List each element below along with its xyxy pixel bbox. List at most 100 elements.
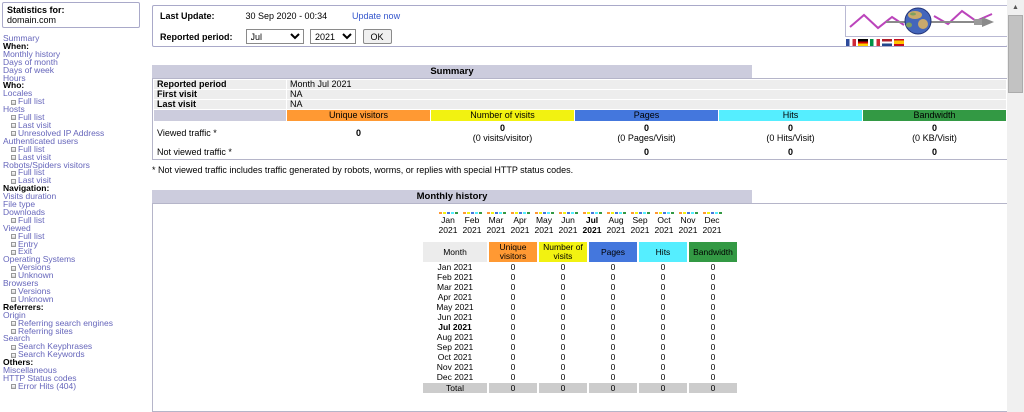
sidebar-item-file-type[interactable]: File type <box>3 200 150 209</box>
domain-name: domain.com <box>7 15 57 25</box>
value-cell: 0 <box>610 263 616 272</box>
value-cell: 0 <box>560 273 566 282</box>
sidebar-item-downloads[interactable]: Downloads <box>3 208 150 217</box>
sidebar-item-label: Days of month <box>3 56 58 67</box>
value-cell: 0 <box>610 363 616 372</box>
list-icon <box>11 131 16 137</box>
sidebar-item-search[interactable]: Search <box>3 334 150 343</box>
sidebar-item-unresolved-ip-address[interactable]: Unresolved IP Address <box>3 129 150 138</box>
year-select[interactable]: 2021 <box>310 29 357 44</box>
sidebar-item-label: Full list <box>18 167 45 178</box>
value-cell: 0 <box>610 303 616 312</box>
flag-france-icon[interactable] <box>846 39 856 46</box>
bar-hits-icon <box>666 212 670 214</box>
sidebar-item-search-keywords[interactable]: Search Keywords <box>3 350 150 359</box>
sidebar-item-referring-search-engines[interactable]: Referring search engines <box>3 318 150 328</box>
monthly-history-chart: Jan 2021 Feb 2021 Mar 2021 Apr 2021 May 2021 Jun 20… <box>153 204 1007 235</box>
sidebar-item-robots-spiders-visitors[interactable]: Robots/Spiders visitors <box>3 160 150 170</box>
bar-unique-visitors-icon <box>534 212 538 214</box>
flag-germany-icon[interactable] <box>858 39 868 46</box>
year-label: 2021 <box>630 224 650 235</box>
total-value-cell: 0 <box>689 383 737 393</box>
sidebar-item-summary[interactable]: Summary <box>3 34 150 43</box>
monthly-data-row: Aug 2021 0 0 0 0 0 <box>423 333 737 342</box>
value-cell: 0 <box>610 323 616 332</box>
sidebar-item-locales[interactable]: Locales <box>3 88 150 99</box>
update-now-link[interactable]: Update now <box>352 11 401 21</box>
bar-bandwidth-icon <box>574 212 578 214</box>
sidebar-item-full-list[interactable]: Full list <box>3 113 150 122</box>
sidebar-item-label: Miscellaneous <box>3 365 57 376</box>
chart-month-dec-2021: Dec 2021 <box>700 212 724 235</box>
sidebar-item-label: Locales <box>3 88 33 99</box>
monthly-col-header-unique-visitors: Unique visitors <box>489 242 537 262</box>
bar-unique-visitors-icon <box>438 212 442 214</box>
flag-netherlands-icon[interactable] <box>882 39 892 46</box>
sidebar-item-operating-systems[interactable]: Operating Systems <box>3 255 150 264</box>
sidebar-item-entry[interactable]: Entry <box>3 239 150 249</box>
sidebar-item-full-list[interactable]: Full list <box>3 216 150 225</box>
notviewed-value-cell: 0 <box>787 146 793 157</box>
bar-hits-icon <box>546 212 550 214</box>
sidebar-item-hours[interactable]: Hours <box>3 73 150 83</box>
value-cell: 0 <box>560 303 566 312</box>
month-cell: May 2021 <box>436 303 474 312</box>
scrollbar-thumb[interactable] <box>1008 15 1023 93</box>
sidebar-item-full-list[interactable]: Full list <box>3 97 150 106</box>
sidebar-item-last-visit[interactable]: Last visit <box>3 176 150 185</box>
last-update-label: Last Update: <box>160 11 215 21</box>
sidebar-item-browsers[interactable]: Browsers <box>3 279 150 288</box>
bar-hits-icon <box>690 212 694 214</box>
metric-header-pages: Pages <box>575 110 718 121</box>
flag-italy-icon[interactable] <box>870 39 880 46</box>
value-cell: 0 <box>660 333 666 342</box>
chart-month-aug-2021: Aug 2021 <box>604 212 628 235</box>
monthly-data-row: Mar 2021 0 0 0 0 0 <box>423 283 737 292</box>
month-select[interactable]: Jul <box>245 29 304 44</box>
sidebar-item-versions[interactable]: Versions <box>3 287 150 296</box>
sidebar-item-error-hits-404[interactable]: Error Hits (404) <box>3 382 150 391</box>
sidebar-item-miscellaneous[interactable]: Miscellaneous <box>3 365 150 376</box>
summary-table-body: Reported period Month Jul 2021 First visit… <box>154 80 1006 158</box>
sidebar-item-full-list[interactable]: Full list <box>3 144 150 154</box>
list-icon <box>11 352 16 358</box>
monthly-data-row: Jun 2021 0 0 0 0 0 <box>423 313 737 322</box>
sidebar-item-last-visit[interactable]: Last visit <box>3 152 150 162</box>
sidebar-item-referring-sites[interactable]: Referring sites <box>3 326 150 336</box>
summary-notviewed-row: Not viewed traffic * 0 0 0 <box>154 145 1006 158</box>
flag-spain-icon[interactable] <box>894 39 904 46</box>
sidebar-item-search-keyphrases[interactable]: Search Keyphrases <box>3 342 150 351</box>
sidebar-item-visits-duration[interactable]: Visits duration <box>3 192 150 201</box>
sidebar-item-viewed[interactable]: Viewed <box>3 224 150 233</box>
scroll-up-button[interactable]: ▲ <box>1012 4 1019 11</box>
vertical-scrollbar[interactable]: ▲ <box>1007 0 1024 412</box>
value-cell: 0 <box>710 353 716 362</box>
sidebar-item-versions[interactable]: Versions <box>3 263 150 272</box>
bar-number-of-visits-icon <box>658 212 662 214</box>
month-label: Mar <box>488 215 504 225</box>
year-label: 2021 <box>678 224 698 235</box>
bar-hits-icon <box>642 212 646 214</box>
sidebar-item-monthly-history[interactable]: Monthly history <box>3 50 150 59</box>
sidebar-item-exit[interactable]: Exit <box>3 247 150 256</box>
summary-metrics-row: Unique visitors Number of visits Pages Hits… <box>154 110 1006 121</box>
sidebar-item-full-list[interactable]: Full list <box>3 231 150 241</box>
zero-bars-group <box>676 212 700 214</box>
sidebar-item-authenticated-users[interactable]: Authenticated users <box>3 137 150 146</box>
sidebar-item-unknown[interactable]: Unknown <box>3 271 150 280</box>
viewed-value-cell: 0 (0 KB/Visit) <box>863 122 1006 144</box>
sidebar-item-last-visit[interactable]: Last visit <box>3 121 150 130</box>
ok-button[interactable]: OK <box>362 29 392 44</box>
sidebar-item-origin[interactable]: Origin <box>3 310 150 320</box>
monthly-col-header-number-of-visits: Number of visits <box>539 242 587 262</box>
total-value-cell: 0 <box>639 383 687 393</box>
sidebar-item-days-of-week[interactable]: Days of week <box>3 65 150 75</box>
sidebar-item-unknown[interactable]: Unknown <box>3 295 150 304</box>
sidebar: Statistics for: domain.com Summary When: M… <box>0 0 150 391</box>
sidebar-item-days-of-month[interactable]: Days of month <box>3 56 150 67</box>
bar-number-of-visits-icon <box>634 212 638 214</box>
sidebar-item-http-status-codes[interactable]: HTTP Status codes <box>3 374 150 383</box>
year-label: 2021 <box>582 224 602 235</box>
sidebar-item-hosts[interactable]: Hosts <box>3 105 150 114</box>
sidebar-item-full-list[interactable]: Full list <box>3 167 150 178</box>
